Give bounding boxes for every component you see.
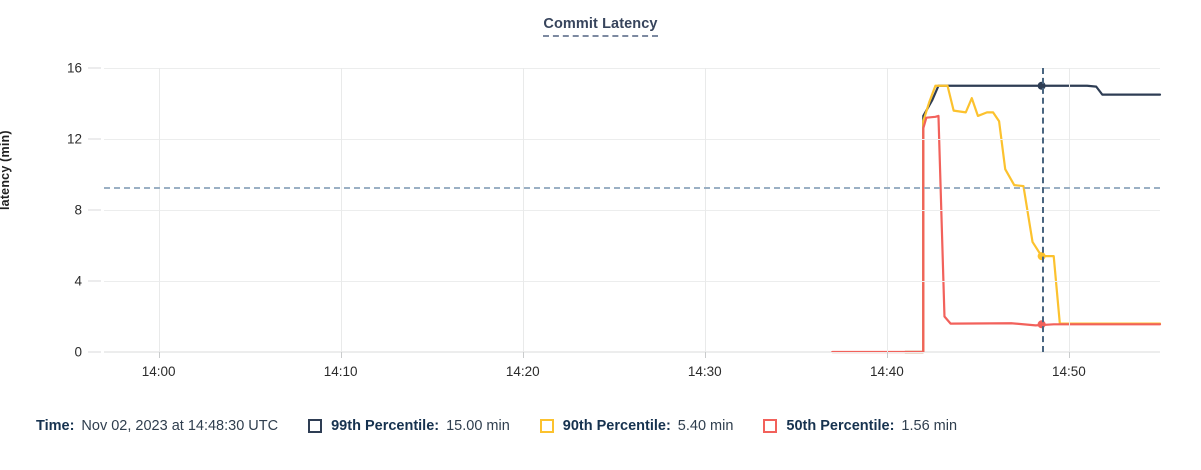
gridline-horizontal: [104, 352, 1160, 353]
x-tick-label: 14:10: [323, 364, 358, 379]
y-tick-mark: [88, 280, 101, 282]
legend-item[interactable]: 90th Percentile: 5.40 min: [539, 418, 734, 434]
y-tick-label: 16: [66, 60, 82, 76]
chart-legend: Time: Nov 02, 2023 at 14:48:30 UTC 99th Pe…: [36, 418, 987, 434]
gridline-vertical: [340, 68, 342, 352]
legend-item-label: 90th Percentile:: [562, 418, 671, 434]
y-tick-label: 0: [74, 344, 82, 360]
gridline-horizontal: [104, 68, 1160, 69]
y-tick-label: 8: [74, 202, 82, 218]
legend-swatch-icon: [539, 419, 554, 433]
y-tick-label: 12: [66, 131, 82, 147]
gridline-vertical: [886, 68, 888, 352]
y-axis-label: latency (min): [0, 130, 12, 210]
y-tick-mark: [88, 67, 101, 69]
legend-swatch-icon: [308, 419, 323, 433]
gridline-vertical: [522, 68, 524, 352]
gridline-horizontal: [104, 281, 1160, 282]
series-line: [831, 114, 1162, 354]
legend-swatch-icon: [763, 419, 778, 433]
x-tick-mark: [1068, 352, 1070, 358]
gridline-vertical: [704, 68, 706, 352]
series-line: [903, 84, 1162, 354]
legend-time-group: Time: Nov 02, 2023 at 14:48:30 UTC: [36, 418, 278, 434]
gridline-horizontal: [104, 210, 1160, 211]
legend-item-label: 99th Percentile:: [331, 418, 440, 434]
gridline-vertical: [1068, 68, 1070, 352]
x-tick-label: 14:00: [141, 364, 176, 379]
chart-title-text: Commit Latency: [543, 16, 658, 37]
crosshair-line: [1041, 68, 1044, 352]
y-tick-label: 4: [74, 273, 82, 289]
legend-item[interactable]: 50th Percentile: 1.56 min: [763, 418, 957, 434]
legend-time-value: Nov 02, 2023 at 14:48:30 UTC: [81, 418, 279, 434]
gridline-vertical: [158, 68, 160, 352]
x-tick-mark: [522, 352, 524, 358]
y-tick-mark: [88, 138, 101, 140]
x-tick-label: 14:20: [505, 364, 540, 379]
y-tick-mark: [88, 209, 101, 211]
x-tick-label: 14:30: [687, 364, 722, 379]
threshold-line: [104, 186, 1160, 189]
x-tick-mark: [340, 352, 342, 358]
x-tick-mark: [704, 352, 706, 358]
legend-item-value: 15.00 min: [446, 418, 510, 434]
legend-item[interactable]: 99th Percentile: 15.00 min: [308, 418, 510, 434]
plot-area[interactable]: [104, 68, 1162, 358]
gridline-horizontal: [104, 139, 1160, 140]
x-tick-label: 14:40: [869, 364, 904, 379]
legend-time-label: Time:: [36, 418, 75, 434]
legend-item-value: 5.40 min: [677, 418, 734, 434]
page-title: Commit Latency: [0, 16, 1201, 37]
legend-item-label: 50th Percentile:: [786, 418, 895, 434]
x-tick-label: 14:50: [1052, 364, 1086, 379]
y-tick-mark: [88, 351, 101, 353]
legend-item-value: 1.56 min: [901, 418, 958, 434]
x-tick-mark: [886, 352, 888, 358]
x-tick-mark: [158, 352, 160, 358]
